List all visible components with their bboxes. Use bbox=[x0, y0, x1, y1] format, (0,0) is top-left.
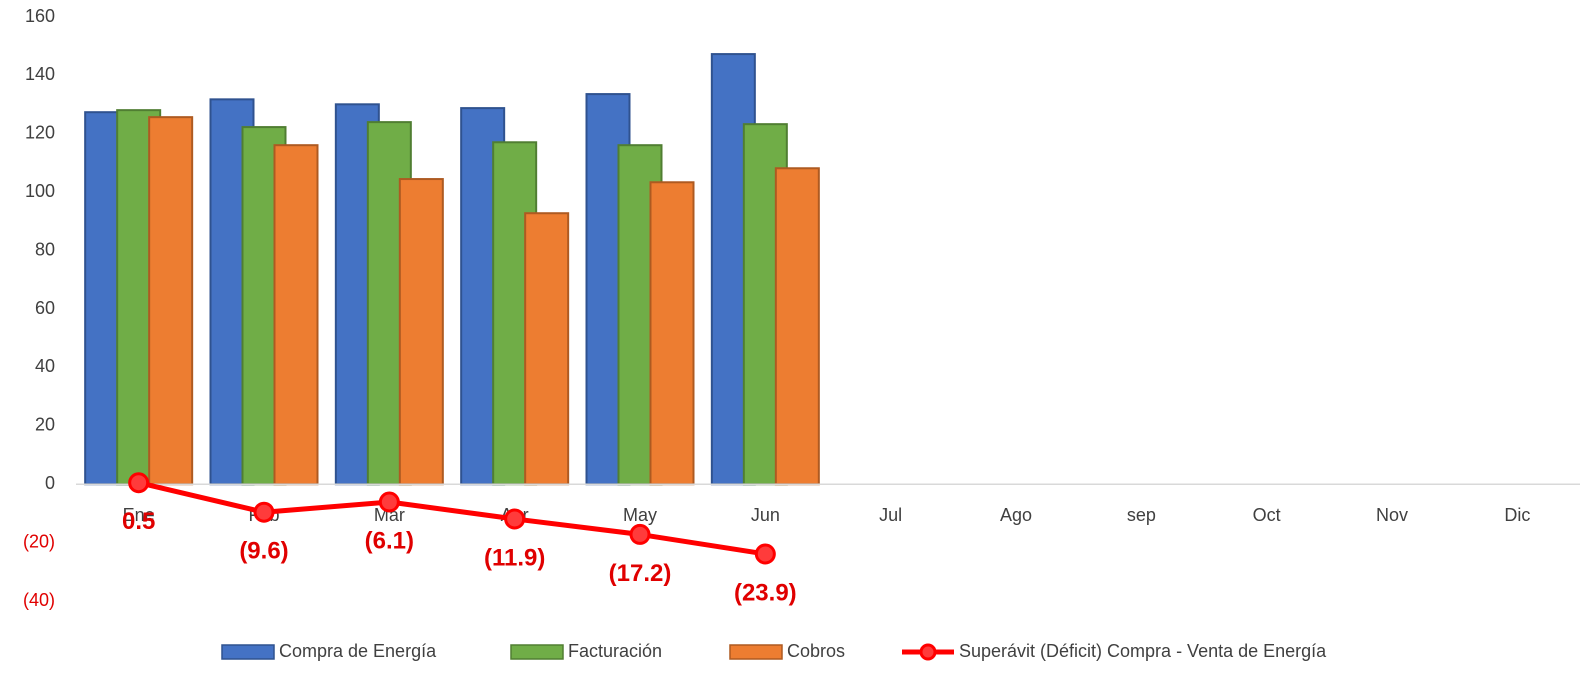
y-tick-label: 160 bbox=[25, 6, 55, 26]
y-tick-label: 60 bbox=[35, 298, 55, 318]
point bbox=[378, 491, 400, 513]
data-label: (23.9) bbox=[734, 579, 797, 606]
x-tick-label: Oct bbox=[1253, 505, 1281, 525]
x-tick-label: Mar bbox=[374, 505, 405, 525]
data-label: (9.6) bbox=[239, 538, 288, 565]
bar bbox=[649, 181, 695, 486]
x-tick-label: Nov bbox=[1376, 505, 1408, 525]
bar bbox=[398, 178, 444, 486]
x-tick-label: Ene bbox=[123, 505, 155, 525]
legend-label: Superávit (Déficit) Compra - Venta de En… bbox=[959, 641, 1327, 661]
data-label: (17.2) bbox=[609, 560, 672, 587]
legend-swatch bbox=[919, 643, 937, 661]
legend-label: Compra de Energía bbox=[279, 641, 437, 661]
bar bbox=[273, 144, 319, 486]
point bbox=[253, 501, 275, 523]
point bbox=[128, 472, 150, 494]
x-tick-label: Dic bbox=[1504, 505, 1530, 525]
legend-swatch bbox=[221, 644, 275, 660]
point bbox=[629, 523, 651, 545]
x-tick-label: Ago bbox=[1000, 505, 1032, 525]
y-tick-label: 100 bbox=[25, 181, 55, 201]
legend-swatch bbox=[510, 644, 564, 660]
legend-label: Facturación bbox=[568, 641, 662, 661]
y-tick-label: 80 bbox=[35, 239, 55, 259]
y-tick-label: (40) bbox=[23, 590, 55, 610]
x-tick-label: May bbox=[623, 505, 657, 525]
bar bbox=[148, 116, 194, 486]
line bbox=[138, 480, 766, 557]
x-tick-label: Jul bbox=[879, 505, 902, 525]
y-tick-label: 20 bbox=[35, 415, 55, 435]
point bbox=[504, 508, 526, 530]
data-label: (6.1) bbox=[365, 527, 414, 554]
y-tick-label: 140 bbox=[25, 64, 55, 84]
y-tick-label: 120 bbox=[25, 123, 55, 143]
legend-label: Cobros bbox=[787, 641, 845, 661]
data-label: 0.5 bbox=[122, 508, 155, 535]
legend-swatch bbox=[729, 644, 783, 660]
y-tick-label: 40 bbox=[35, 356, 55, 376]
y-tick-label: (20) bbox=[23, 531, 55, 551]
bar bbox=[774, 167, 820, 486]
y-tick-label: 0 bbox=[45, 473, 55, 493]
bar bbox=[524, 212, 570, 486]
x-tick-label: Jun bbox=[751, 505, 780, 525]
data-label: (11.9) bbox=[484, 544, 545, 571]
x-tick-label: sep bbox=[1127, 505, 1156, 525]
point bbox=[754, 543, 776, 565]
